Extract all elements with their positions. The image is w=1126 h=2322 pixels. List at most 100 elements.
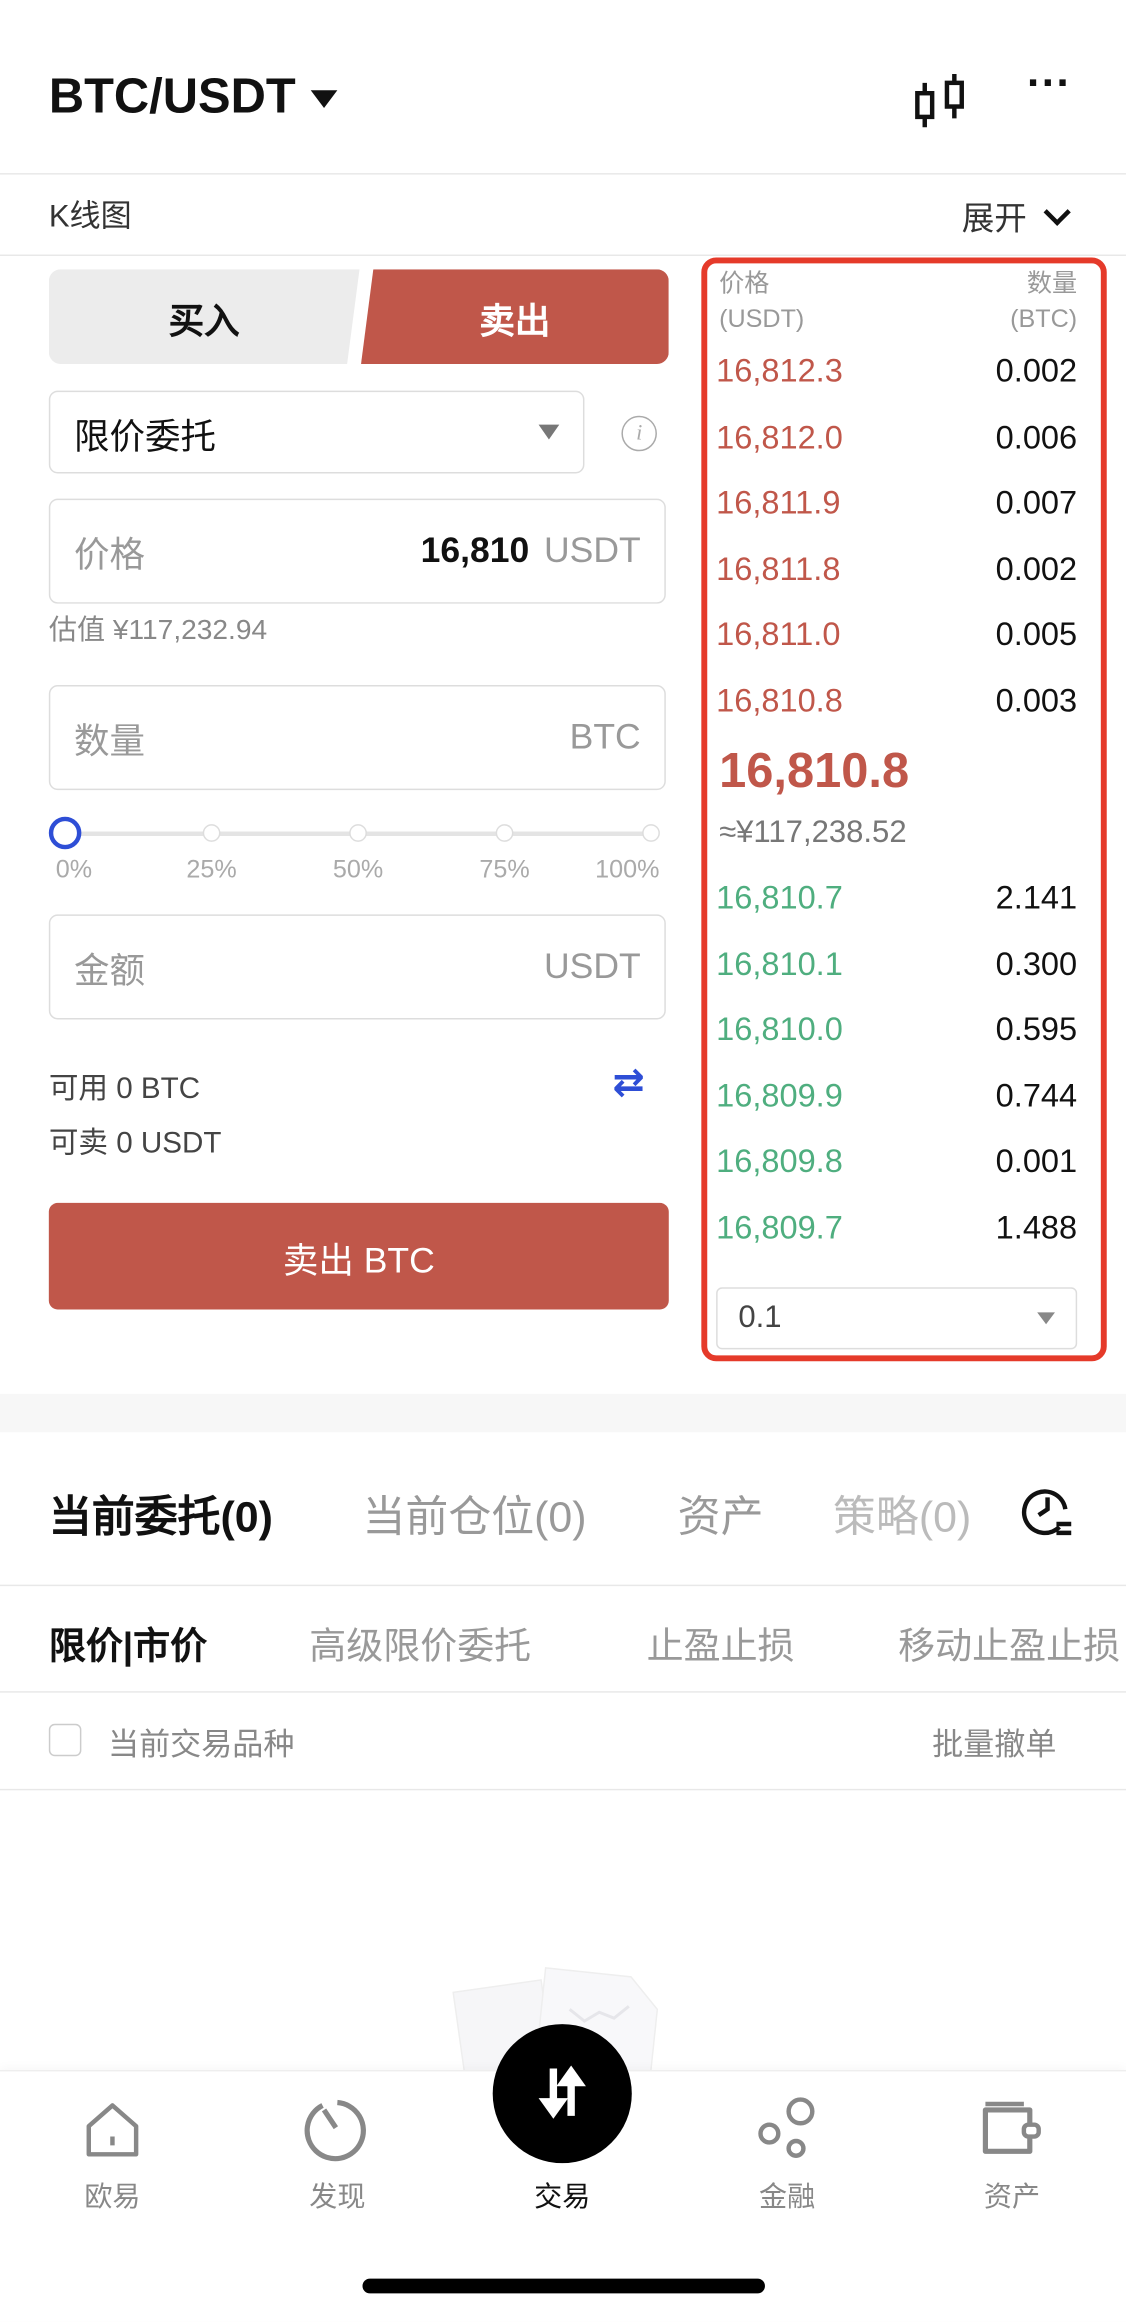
bid-row[interactable]: 16,810.0 0.595 (716, 1011, 1077, 1049)
bid-row[interactable]: 16,809.9 0.744 (716, 1077, 1077, 1115)
nav-label: 资产 (983, 2182, 1041, 2214)
order-qty: 0.005 (995, 616, 1078, 654)
slider-mark[interactable] (202, 824, 221, 842)
chevron-down-icon (1043, 198, 1071, 226)
order-type-value: 限价委托 (73, 416, 217, 457)
cancel-all-button[interactable]: 批量撤单 (932, 1728, 1057, 1763)
order-price: 16,811.0 (716, 616, 841, 654)
order-qty: 0.001 (995, 1142, 1078, 1180)
order-qty: 0.007 (995, 484, 1078, 522)
order-qty: 2.141 (995, 878, 1078, 916)
bid-row[interactable]: 16,809.8 0.001 (716, 1143, 1077, 1181)
price-column-header: 价格 (USDT) (719, 266, 804, 337)
qty-header: 数量 (1026, 269, 1078, 298)
order-qty: 0.006 (995, 418, 1078, 456)
amount-unit: USDT (543, 946, 641, 987)
expand-label: 展开 (961, 199, 1027, 237)
kline-label[interactable]: K线图 (48, 199, 132, 234)
order-price: 16,811.9 (716, 484, 841, 522)
price-unit: USDT (543, 530, 641, 571)
order-qty: 0.002 (995, 352, 1078, 390)
subtab-tp-sl[interactable]: 止盈止损 (646, 1626, 795, 1668)
bid-row[interactable]: 16,810.1 0.300 (716, 945, 1077, 983)
nav-label: 交易 (534, 2182, 591, 2214)
amount-input[interactable]: 金额 USDT (48, 914, 666, 1020)
caret-down-icon (310, 90, 338, 109)
ask-row[interactable]: 16,811.9 0.007 (716, 484, 1077, 522)
quantity-label: 数量 (73, 722, 146, 762)
tab-strategy[interactable]: 策略(0) (833, 1494, 972, 1542)
order-qty: 0.003 (995, 682, 1078, 720)
current-pair-label: 当前交易品种 (108, 1728, 295, 1763)
order-qty: 0.595 (995, 1010, 1078, 1048)
more-icon[interactable]: ··· (1026, 59, 1072, 109)
quantity-input[interactable]: 数量 BTC (48, 685, 666, 791)
tab-assets[interactable]: 资产 (677, 1494, 764, 1542)
ask-row[interactable]: 16,811.0 0.005 (716, 616, 1077, 654)
bid-row[interactable]: 16,810.7 2.141 (716, 879, 1077, 917)
pair-selector[interactable]: BTC/USDT (48, 68, 338, 124)
buy-tab[interactable]: 买入 (48, 269, 360, 364)
subtab-limit-market[interactable]: 限价|市价 (48, 1626, 208, 1668)
price-header: 价格 (719, 269, 770, 298)
available-balance: 可用 0 BTC (48, 1072, 201, 1106)
order-price: 16,812.0 (716, 418, 843, 456)
depth-select[interactable]: 0.1 (716, 1287, 1078, 1350)
order-price: 16,812.3 (716, 352, 843, 390)
slider-mark[interactable] (495, 824, 514, 842)
home-icon (86, 2103, 139, 2157)
ask-row[interactable]: 16,811.8 0.002 (716, 550, 1077, 588)
order-type-select[interactable]: 限价委托 (48, 390, 585, 474)
subtab-trailing-stop[interactable]: 移动止盈止损 (898, 1626, 1121, 1668)
tab-positions[interactable]: 当前仓位(0) (362, 1494, 587, 1542)
subtab-advanced-limit[interactable]: 高级限价委托 (309, 1626, 532, 1668)
divider (0, 1691, 1126, 1693)
ask-row[interactable]: 16,812.0 0.006 (716, 418, 1077, 456)
sell-btc-button[interactable]: 卖出 BTC (48, 1202, 669, 1310)
sell-tab-label: 卖出 (479, 301, 551, 342)
order-qty: 0.300 (995, 944, 1078, 982)
slider-handle[interactable] (48, 816, 82, 850)
sell-tab[interactable]: 卖出 (361, 269, 669, 364)
history-icon[interactable] (1021, 1483, 1074, 1536)
depth-value: 0.1 (738, 1300, 782, 1335)
qty-header-unit: (BTC) (1010, 304, 1078, 333)
trade-button-circle (492, 2024, 632, 2164)
ask-row[interactable]: 16,810.8 0.003 (716, 682, 1077, 720)
divider (0, 254, 1126, 256)
amount-label: 金额 (73, 951, 146, 992)
order-price: 16,809.7 (716, 1208, 843, 1246)
price-header-unit: (USDT) (719, 304, 805, 333)
candlestick-icon[interactable] (913, 71, 966, 130)
section-gap (0, 1393, 1126, 1433)
price-value: 16,810 (420, 530, 530, 571)
slider-label: 50% (332, 855, 384, 884)
last-price-cny: ≈¥117,238.52 (719, 815, 907, 850)
trade-swap-icon (538, 2065, 586, 2119)
order-qty: 0.002 (995, 550, 1078, 588)
current-pair-checkbox[interactable] (48, 1723, 82, 1757)
home-indicator (362, 2278, 765, 2294)
slider-mark[interactable] (642, 824, 660, 842)
caret-down-icon (538, 424, 560, 440)
price-input[interactable]: 价格 16,810 USDT (48, 498, 666, 604)
ask-row[interactable]: 16,812.3 0.002 (716, 352, 1077, 390)
expand-button[interactable]: 展开 (961, 192, 1071, 239)
info-icon[interactable]: i (621, 415, 657, 452)
caret-down-icon (1037, 1312, 1055, 1325)
swap-icon[interactable]: ⇄ (612, 1059, 645, 1104)
slider-label: 100% (595, 855, 660, 884)
order-price: 16,810.7 (716, 878, 843, 916)
order-price: 16,810.0 (716, 1010, 843, 1048)
pair-title: BTC/USDT (48, 68, 296, 123)
quantity-unit: BTC (569, 716, 641, 757)
sellable-balance: 可卖 0 USDT (48, 1127, 222, 1161)
tab-current-orders[interactable]: 当前委托(0) (48, 1494, 273, 1542)
slider-mark[interactable] (349, 824, 367, 842)
divider (0, 1584, 1126, 1587)
order-price: 16,809.8 (716, 1142, 843, 1180)
bid-row[interactable]: 16,809.7 1.488 (716, 1209, 1077, 1247)
divider (0, 1788, 1126, 1791)
order-qty: 1.488 (995, 1208, 1078, 1246)
divider (0, 173, 1126, 175)
